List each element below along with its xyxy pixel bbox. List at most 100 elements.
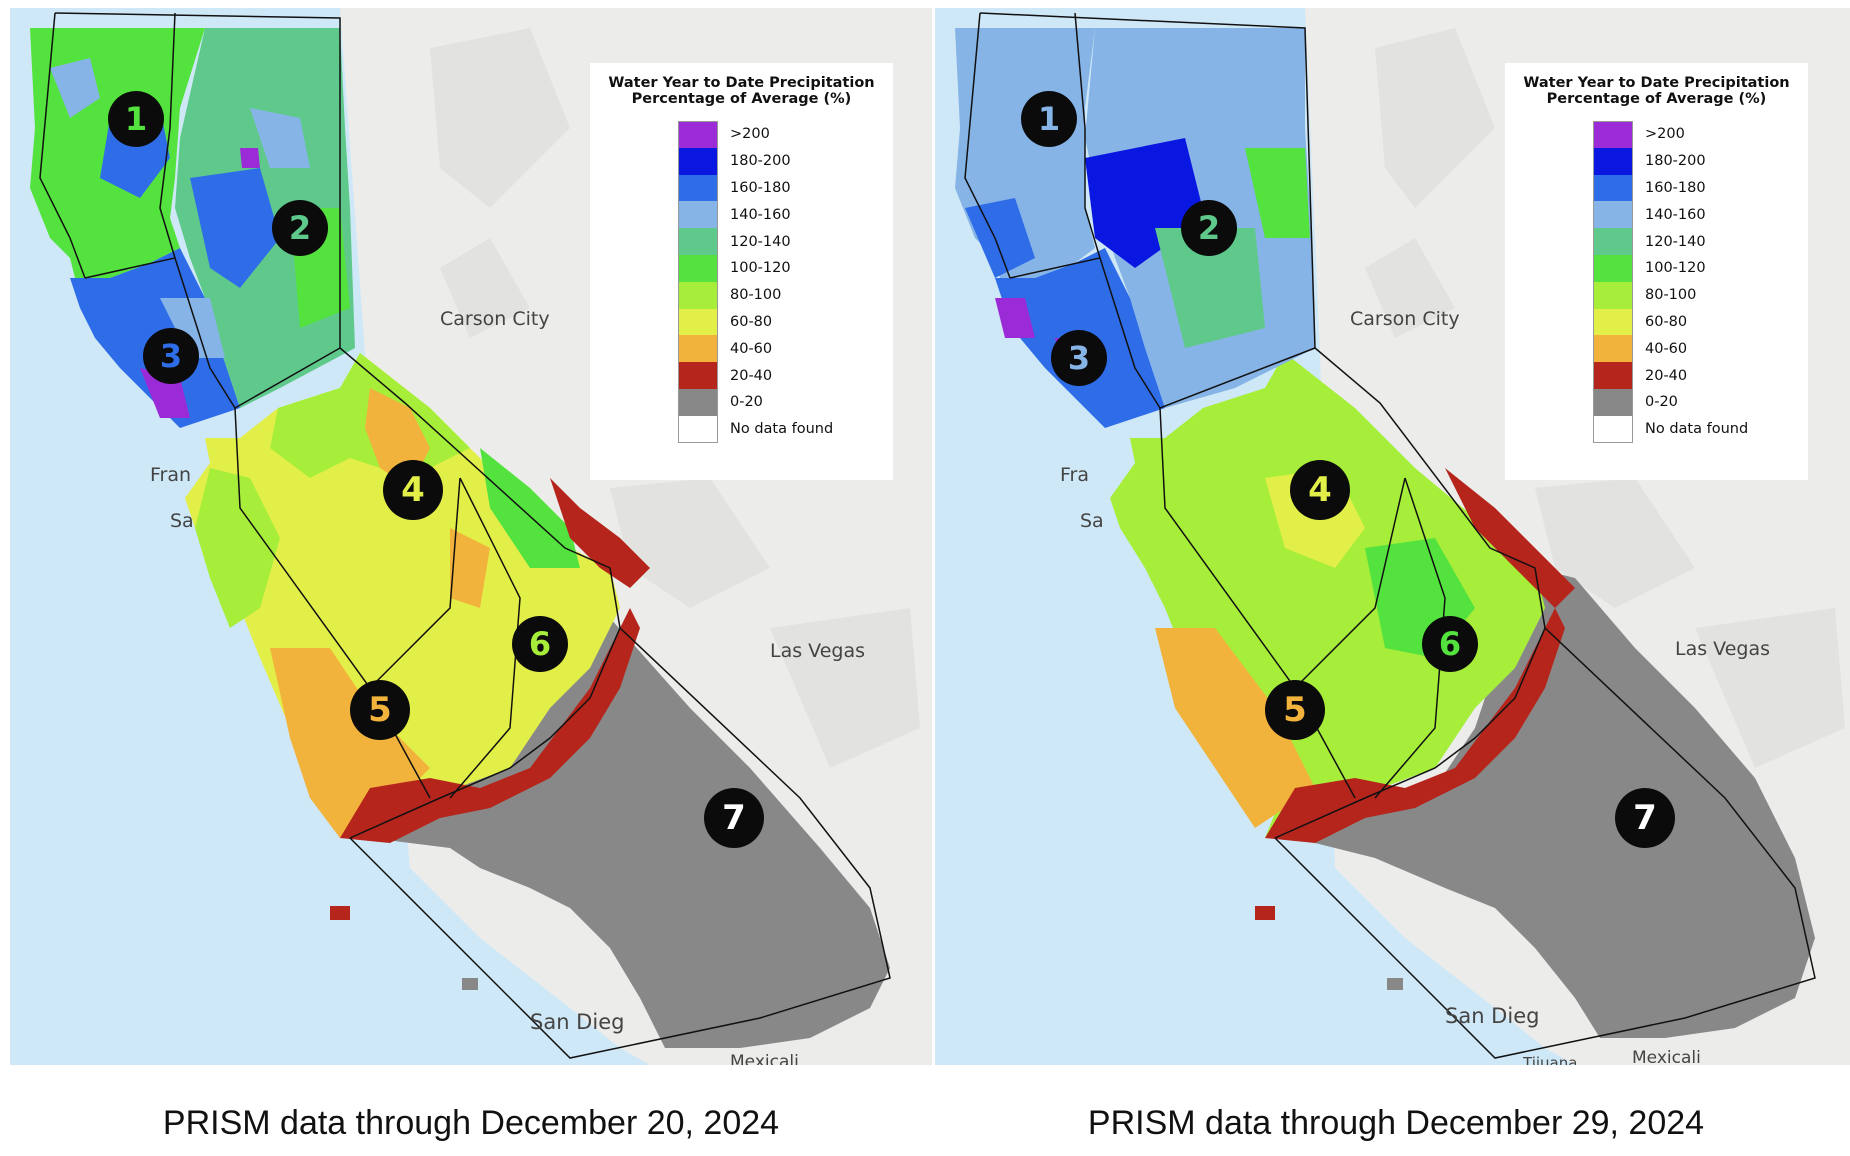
legend-swatch <box>1593 308 1633 336</box>
legend-swatch <box>678 335 718 363</box>
legend-label: No data found <box>730 421 834 438</box>
blue-patch <box>50 58 100 118</box>
legend-item: 100-120 <box>1593 254 1798 282</box>
legend-item: >200 <box>678 121 883 148</box>
legend-title-line2: Percentage of Average (%) <box>631 91 852 107</box>
island <box>1255 906 1275 920</box>
legend-item: >200 <box>1593 121 1798 148</box>
region-marker-1: 1 <box>108 91 164 147</box>
legend-item: 140-160 <box>1593 201 1798 229</box>
legend-swatch <box>678 281 718 309</box>
island <box>462 978 478 990</box>
map-panel-dec-29: Carson City Las Vegas San Dieg Fra Sa Ti… <box>935 8 1850 1065</box>
place-label-las-vegas: Las Vegas <box>770 640 865 662</box>
legend-label: 0-20 <box>730 394 763 411</box>
place-label-mexicali: Mexicali <box>730 1052 799 1065</box>
legend-swatch <box>1593 254 1633 282</box>
place-label-fra: Fra <box>1060 464 1090 486</box>
region-marker-4: 4 <box>1290 460 1350 520</box>
green-patch <box>1155 228 1265 348</box>
legend-item: 120-140 <box>678 228 883 255</box>
region-marker-7: 7 <box>704 788 764 848</box>
legend-swatch <box>1593 201 1633 229</box>
region-marker-5: 5 <box>1265 680 1325 740</box>
legend-rows: >200 180-200 160-180 140-160 120-140 100… <box>1515 121 1798 443</box>
place-label-sa: Sa <box>1080 510 1104 532</box>
legend-label: 100-120 <box>730 260 791 277</box>
legend-item: 160-180 <box>678 174 883 202</box>
legend-swatch <box>678 254 718 282</box>
region-7-area <box>370 578 890 1048</box>
legend-label: No data found <box>1645 421 1749 438</box>
region-marker-1: 1 <box>1021 91 1077 147</box>
legend-label: 40-60 <box>1645 340 1688 357</box>
legend-swatch <box>678 388 718 416</box>
region-borders <box>964 12 1816 1059</box>
blue-patch <box>250 108 310 168</box>
legend-label: 60-80 <box>730 313 773 330</box>
purple-patch <box>240 148 260 168</box>
legend-item: 180-200 <box>1593 147 1798 175</box>
legend-swatch <box>1593 335 1633 363</box>
legend-swatch <box>1593 121 1633 148</box>
legend-label: 180-200 <box>730 153 791 170</box>
legend-item: 160-180 <box>1593 174 1798 202</box>
green-patch <box>195 468 280 628</box>
place-label-carson-city: Carson City <box>440 308 550 330</box>
legend-rows: >200 180-200 160-180 140-160 120-140 100… <box>600 121 883 443</box>
legend-item: 40-60 <box>678 335 883 363</box>
legend-item: 20-40 <box>1593 362 1798 389</box>
legend-label: 180-200 <box>1645 153 1706 170</box>
legend-label: 20-40 <box>1645 367 1688 384</box>
legend-swatch <box>1593 147 1633 175</box>
legend-title-line1: Water Year to Date Precipitation <box>1523 75 1790 91</box>
lightblue-patch <box>160 298 225 358</box>
legend-swatch <box>678 362 718 389</box>
legend-label: >200 <box>1645 126 1685 143</box>
region-marker-7: 7 <box>1615 788 1675 848</box>
blue-patch <box>965 198 1035 278</box>
legend-item: 0-20 <box>1593 388 1798 416</box>
legend-item: 180-200 <box>678 147 883 175</box>
map-panel-dec-20: Carson City Las Vegas San Dieg Fran Sa M… <box>10 8 932 1065</box>
legend-label: 120-140 <box>730 233 791 250</box>
hillshade <box>430 28 920 768</box>
legend-swatch <box>678 228 718 255</box>
legend-item: 120-140 <box>1593 228 1798 255</box>
legend-swatch <box>1593 362 1633 389</box>
legend-item: 60-80 <box>678 308 883 336</box>
legend-swatch <box>1593 281 1633 309</box>
island <box>330 906 350 920</box>
place-label-las-vegas: Las Vegas <box>1675 638 1770 660</box>
legend-swatch <box>678 121 718 148</box>
legend-label: 140-160 <box>1645 206 1706 223</box>
legend-label: 100-120 <box>1645 260 1706 277</box>
region-marker-3: 3 <box>143 328 199 384</box>
legend-swatch <box>1593 388 1633 416</box>
legend-label: 160-180 <box>730 179 791 196</box>
legend-swatch <box>1593 228 1633 255</box>
place-label-sa: Sa <box>170 510 194 532</box>
red-band <box>550 478 650 588</box>
purple-patch <box>995 298 1035 338</box>
legend-swatch <box>678 308 718 336</box>
region-marker-2: 2 <box>272 200 328 256</box>
legend-swatch <box>678 147 718 175</box>
legend-item: 60-80 <box>1593 308 1798 336</box>
legend-label: 0-20 <box>1645 394 1678 411</box>
legend-item: 0-20 <box>678 388 883 416</box>
legend-label: 80-100 <box>730 287 782 304</box>
legend-item: No data found <box>1593 415 1798 443</box>
caption-dec-20: PRISM data through December 20, 2024 <box>162 1104 780 1142</box>
legend-item: 40-60 <box>1593 335 1798 363</box>
legend-label: 20-40 <box>730 367 773 384</box>
region-marker-3: 3 <box>1051 330 1107 386</box>
legend-label: 140-160 <box>730 206 791 223</box>
legend-label: 80-100 <box>1645 287 1697 304</box>
legend-label: >200 <box>730 126 770 143</box>
legend-swatch <box>678 174 718 202</box>
place-label-mexicali: Mexicali <box>1632 1048 1701 1065</box>
legend-swatch <box>1593 174 1633 202</box>
legend-title-line2: Percentage of Average (%) <box>1546 91 1767 107</box>
red-band <box>340 608 640 843</box>
